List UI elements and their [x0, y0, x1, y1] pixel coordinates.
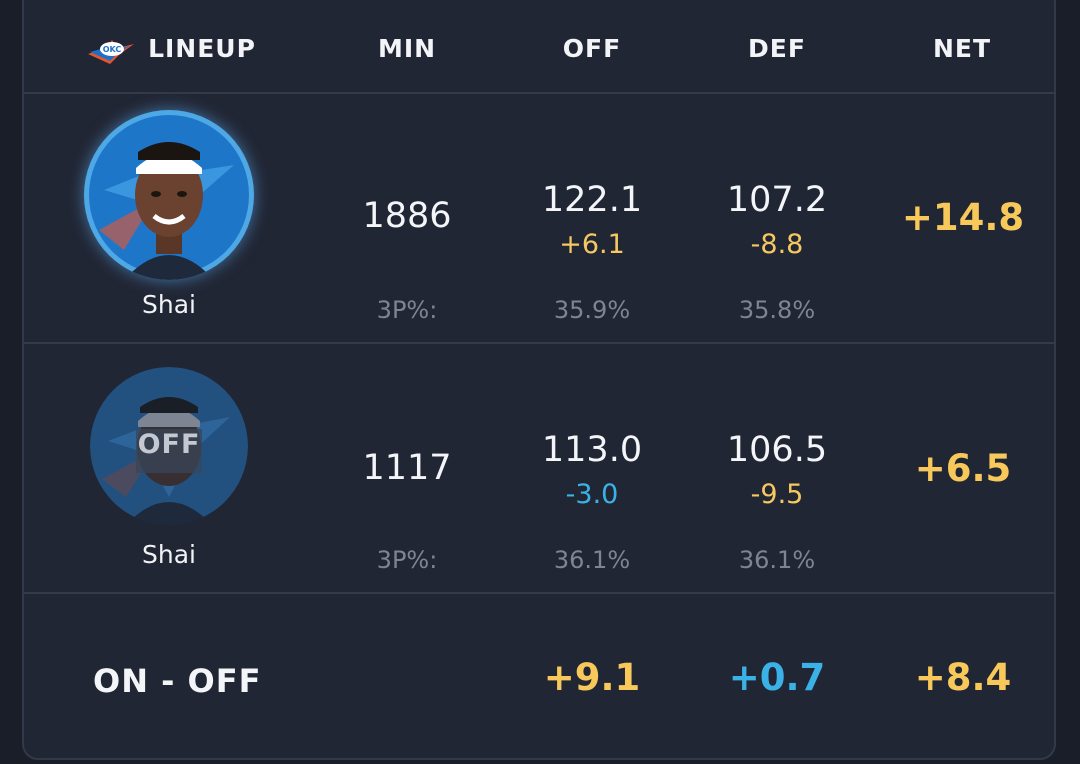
lineup-header: LINEUP: [148, 34, 256, 63]
threep-label: 3P%:: [376, 546, 438, 574]
off-header[interactable]: OFF: [562, 34, 622, 63]
on-off-off: +9.1: [543, 656, 641, 699]
off-rating: 122.1: [541, 180, 643, 220]
player-name: Shai: [142, 540, 196, 569]
divider: [22, 92, 1056, 94]
minutes-value: 1117: [362, 448, 452, 488]
threep-label: 3P%:: [376, 296, 438, 324]
divider: [22, 342, 1056, 344]
def-delta: -9.5: [750, 479, 804, 510]
threep-off: 36.1%: [553, 546, 631, 574]
off-delta: -3.0: [565, 479, 619, 510]
team-logo-icon: OKC: [86, 34, 136, 66]
def-rating: 106.5: [726, 430, 828, 470]
on-off-label: ON - OFF: [93, 662, 262, 700]
off-delta: +6.1: [559, 229, 625, 260]
def-rating: 107.2: [726, 180, 828, 220]
player-avatar[interactable]: OFF: [90, 367, 248, 525]
threep-off: 35.9%: [553, 296, 631, 324]
def-header[interactable]: DEF: [748, 34, 806, 63]
svg-text:OKC: OKC: [103, 45, 122, 54]
divider: [22, 592, 1056, 594]
off-status-label: OFF: [137, 429, 201, 460]
player-name: Shai: [142, 290, 196, 319]
threep-def: 36.1%: [738, 546, 816, 574]
on-off-net: +8.4: [914, 656, 1012, 699]
net-rating: +14.8: [901, 196, 1025, 239]
min-header[interactable]: MIN: [377, 34, 437, 63]
off-rating: 113.0: [541, 430, 643, 470]
net-rating: +6.5: [914, 447, 1012, 490]
def-delta: -8.8: [750, 229, 804, 260]
net-header[interactable]: NET: [932, 34, 992, 63]
threep-def: 35.8%: [738, 296, 816, 324]
minutes-value: 1886: [362, 196, 452, 236]
on-off-def: +0.7: [728, 656, 826, 699]
player-avatar[interactable]: [84, 110, 254, 280]
